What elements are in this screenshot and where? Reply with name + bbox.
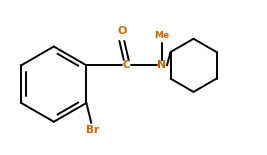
Text: O: O (117, 26, 127, 36)
Text: Me: Me (154, 31, 169, 40)
Text: Br: Br (86, 124, 99, 135)
Text: N: N (157, 60, 166, 70)
Text: C: C (123, 60, 130, 70)
